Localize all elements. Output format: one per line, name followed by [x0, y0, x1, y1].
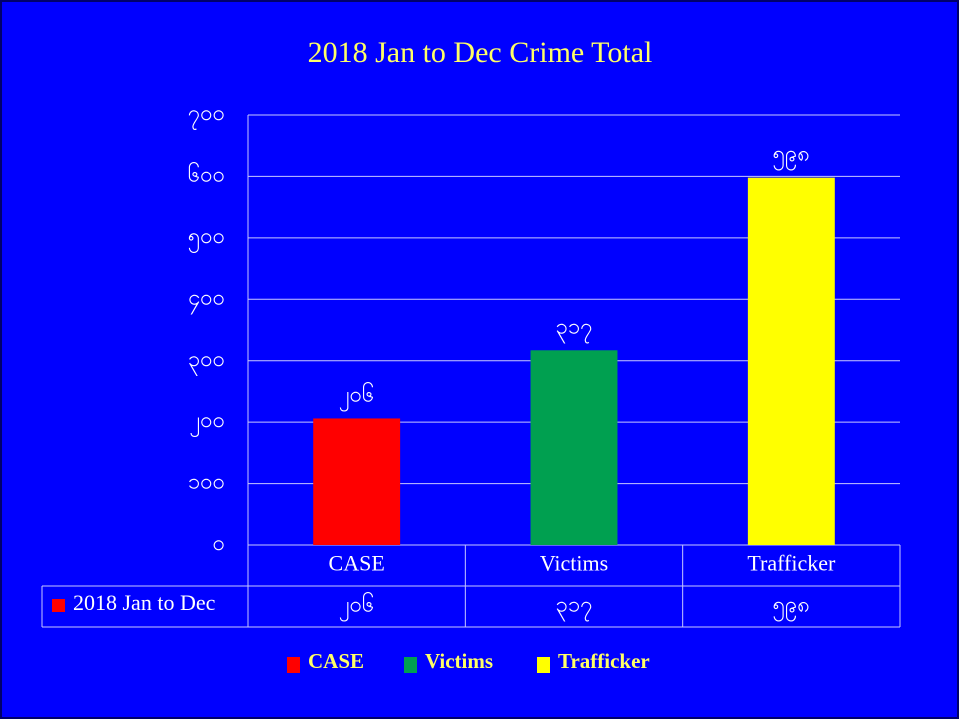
- y-tick-label: ၆၀၀: [188, 161, 225, 186]
- data-label: ၃၁၇: [555, 313, 592, 343]
- y-tick-label: ၀: [213, 530, 225, 555]
- y-tick-label: ၅၀၀: [188, 223, 225, 253]
- x-tick-label: Victims: [540, 551, 608, 576]
- y-tick-label: ၂၀၀: [189, 407, 225, 437]
- table-series-name: 2018 Jan to Dec: [73, 590, 216, 615]
- chart-title: 2018 Jan to Dec Crime Total: [308, 36, 653, 69]
- y-tick-label: ၁၀၀: [188, 469, 225, 494]
- x-tick-label: Trafficker: [747, 551, 836, 576]
- bar: [530, 350, 618, 545]
- x-tick-label: CASE: [329, 551, 385, 576]
- bar: [313, 418, 401, 545]
- legend-key: [537, 657, 550, 673]
- legend-label: CASE: [308, 649, 364, 673]
- legend-key: [287, 657, 300, 673]
- table-legend-key: [52, 599, 65, 612]
- y-tick-label: ၃၀၀: [188, 346, 225, 376]
- legend-label: Victims: [425, 649, 493, 673]
- legend-label: Trafficker: [558, 649, 650, 673]
- bar: [747, 177, 835, 545]
- y-tick-label: ၄၀၀: [188, 284, 225, 314]
- data-label: ၂၀၆: [339, 382, 375, 412]
- data-label: ၅၉၈: [773, 141, 810, 171]
- legend-key: [404, 657, 417, 673]
